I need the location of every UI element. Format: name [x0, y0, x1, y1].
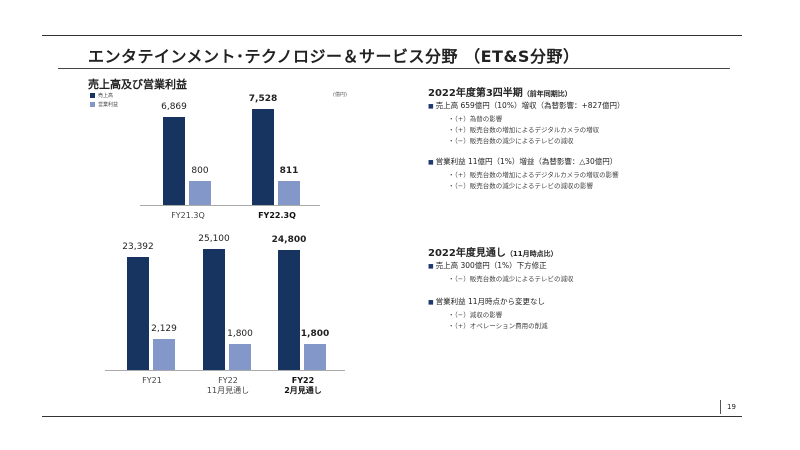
legend-sales: 売上高: [90, 92, 113, 99]
data-label: 800: [191, 166, 209, 176]
bar-operating-income: [278, 180, 300, 205]
category-label: FY22 11月見通し: [206, 376, 250, 395]
slide-frame: [42, 35, 742, 417]
unit-label: (億円): [333, 92, 347, 98]
list-item: ・（+）販売台数の増加によるデジタルカメラの増収の影響: [448, 171, 619, 179]
data-label: 24,800: [271, 235, 307, 246]
title-divider: [58, 68, 730, 69]
list-item: ・（−）販売台数の減少によるテレビの減収: [448, 137, 574, 145]
list-item: ・（+）オペレーション費用の削減: [448, 322, 548, 330]
data-label: 23,392: [122, 242, 154, 252]
bar-operating-income: [189, 181, 211, 205]
fy-op: 営業利益 11月時点から変更なし: [428, 296, 545, 307]
list-item: ・（−）減収の影響: [448, 311, 503, 319]
list-item: ・（−）販売台数の減少によるテレビの減収の影響: [448, 182, 594, 190]
bar-sales: [203, 248, 225, 370]
bar-operating-income: [304, 343, 326, 370]
chart-subtitle: 売上高及び営業利益: [88, 78, 187, 91]
bar-sales: [127, 257, 149, 370]
q3-heading: 2022年度第3四半期（前年同期比）: [428, 88, 572, 99]
slide-title: エンタテインメント･テクノロジー＆サービス分野 （ET&S分野）: [88, 47, 580, 66]
page-number: 19: [720, 400, 736, 414]
q3-sales: 売上高 659億円（10%）増収（為替影響：+827億円）: [428, 100, 625, 111]
q3-op: 営業利益 11億円（1%）増益（為替影響：△30億円）: [428, 156, 618, 167]
fy-sales: 売上高 300億円（1%）下方修正: [428, 260, 547, 271]
data-label: 1,800: [227, 328, 253, 339]
list-item: ・（−）販売台数の減少によるテレビの減収: [448, 275, 574, 283]
data-label: 2,129: [151, 324, 177, 334]
category-label: FY21.3Q: [171, 211, 205, 220]
x-axis: [105, 370, 345, 371]
data-label: 25,100: [198, 233, 230, 244]
x-axis: [140, 205, 320, 206]
category-label: FY21: [142, 376, 162, 385]
bar-operating-income: [229, 343, 251, 370]
fy-heading: 2022年度見通し（11月時点比）: [428, 248, 558, 259]
data-label: 1,800: [300, 328, 330, 339]
bar-sales: [278, 250, 300, 370]
data-label: 6,869: [161, 102, 187, 112]
bar-sales: [252, 108, 274, 205]
category-label: FY22 2月見通し: [284, 376, 322, 395]
list-item: ・（+）販売台数の増加によるデジタルカメラの増収: [448, 126, 600, 134]
bar-sales: [163, 117, 185, 205]
category-label: FY22.3Q: [258, 211, 296, 220]
bar-operating-income: [153, 339, 175, 370]
data-label: 811: [279, 165, 299, 176]
data-label: 7,528: [248, 93, 278, 104]
legend-op: 営業利益: [90, 101, 118, 108]
list-item: ・（+）為替の影響: [448, 115, 503, 123]
